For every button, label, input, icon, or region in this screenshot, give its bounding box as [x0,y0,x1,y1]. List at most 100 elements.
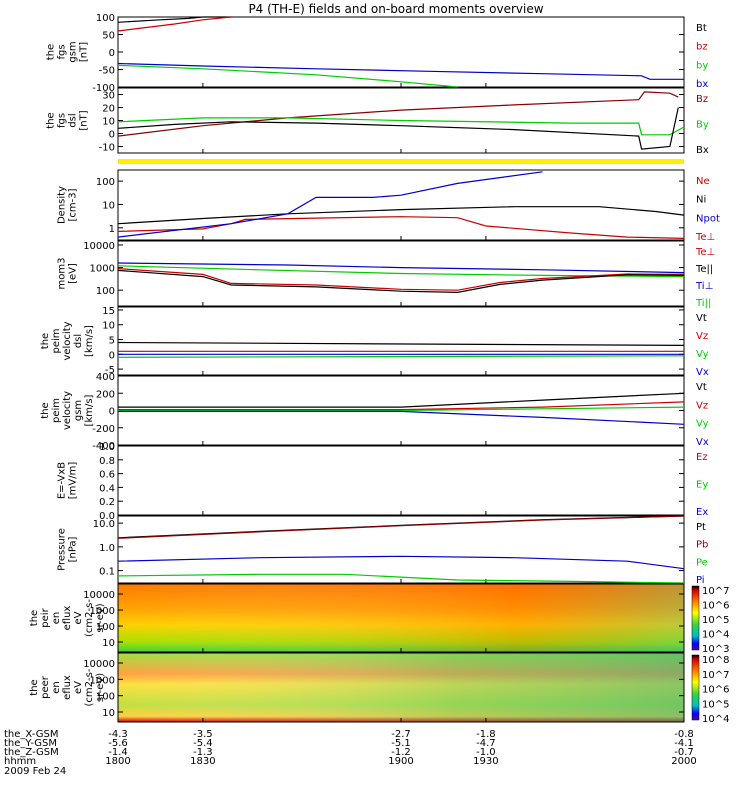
y-axis-label: thepeirenefluxeV(cm2-s-sr-eV) [29,599,106,637]
series-line-Vy [118,406,685,412]
y-axis-label: thepeimvelocitygsm[km/s] [40,391,95,430]
y-axis-label-line: peer [40,675,51,699]
y-tick-label: 0 [109,130,115,141]
series-line-Pe [117,573,685,584]
y-tick-label: 1 [109,224,115,235]
colorbar-label: 10^6 [702,601,729,612]
y-tick-label: 10 [102,708,115,719]
colorbar-label: 10^7 [702,670,729,681]
y-tick-label: 0.1 [99,567,115,578]
series-line-Pb [117,515,685,539]
y-tick-label: 200 [96,389,115,400]
y-axis-label: thepeerenefluxeV(cm2-s-sr-eV) [29,668,106,706]
x-axis-value: 1930 [473,756,498,767]
y-tick-label: 100 [96,692,115,703]
y-axis-label: E=-VxB[mV/m] [57,462,79,500]
figure-title: P4 (TH-E) fields and on-board moments ov… [248,2,543,16]
legend-entry: Te|| [695,264,713,275]
y-tick-label: 10 [102,200,115,211]
y-axis-label: mom3[eV] [57,258,79,290]
y-axis-label-line: (cm2-s- [84,599,95,637]
series-line-Ne [117,216,685,239]
colorbar-label: 10^4 [702,714,729,725]
legend-entry: Ne [696,176,710,187]
y-tick-label: -5 [105,365,115,376]
series-line-Npot [117,171,543,238]
legend-entry: bx [696,79,708,90]
x-axis-labels: the_X-GSM -4.3 -3.5 -2.7 -1.8 -0.8 the_Y-GSM -5… [4,729,697,777]
x-axis-value: -5.4 [193,738,213,749]
legend-entry: Vx [696,367,709,378]
x-axis-value: 1800 [105,756,130,767]
y-tick-label: 10000 [83,659,115,670]
y-tick-label: 400 [96,372,115,383]
y-axis-label-line: [km/s] [84,325,95,357]
series-line-Vy [117,355,685,358]
y-tick-label: 100 [96,622,115,633]
series-line-Pi [117,555,685,570]
y-axis-label-line: the [46,44,57,60]
y-axis-label-line: E=-VxB [57,462,68,499]
y-tick-label: 1000 [90,606,115,617]
panel-3: 100 10 1 Density[cm-3] Ne Ni Npot Te⊥ [57,169,720,243]
legend-entry: Ni [696,195,706,206]
y-axis-label-line: [km/s] [84,394,95,426]
legend-entry: Ti⊥ [695,281,713,292]
series-line-Bx [117,107,679,150]
legend-entry: Te⊥ [695,232,715,243]
x-axis-value: 2000 [671,756,696,767]
colorbar-label: 10^6 [702,685,729,696]
y-tick-label: 0 [109,48,115,59]
x-axis-value: -1.2 [391,747,411,758]
y-tick-label: 100 [96,13,115,24]
panel-8: 10.0 1.0 0.1 Pressure[nPa] Pt Pb Pe Pi [57,515,708,586]
y-axis-label-line: [eV] [68,263,79,284]
y-tick-label: 1.0 [99,442,115,453]
y-tick-label: 50 [102,31,115,42]
y-tick-label: 10 [102,117,115,128]
panel-1: 100 50 0 -50 -100 thefgsgsm[nT] Bt bz by bx [46,13,709,94]
legend-entry: Bx [696,145,709,156]
y-tick-label: 0.0 [99,511,115,522]
y-tick-label: 0 [109,350,115,361]
x-axis-value: -4.1 [674,738,694,749]
x-axis-date: 2009 Feb 24 [4,766,66,777]
y-axis-label-line: [nPa] [68,536,79,562]
y-tick-label: 10 [102,321,115,332]
x-axis-value: -4.7 [476,738,496,749]
y-axis-label-line: eflux [62,606,73,631]
series-line-Vt [117,341,685,346]
y-axis-label-line: (cm2-s- [84,668,95,706]
y-axis-label: thefgsdsl[nT] [46,110,90,130]
colorbar [691,585,700,651]
series-line-Ni [117,206,685,225]
series-line-Vz [118,401,685,411]
legend-entry: Pi [696,575,705,586]
y-tick-label: -100 [92,83,115,94]
legend-entry: Bz [696,94,708,105]
y-axis-label-line: Density [57,186,68,224]
colorbar-label: 10^5 [702,699,729,710]
y-tick-label: 10 [102,638,115,649]
colorbar-label: 10^4 [702,630,729,641]
y-tick-label: 15 [102,306,115,317]
x-axis-row-label: the_X-GSM [4,729,58,740]
legend-entry: Vt [696,313,707,324]
x-axis-value: -5.1 [391,738,411,749]
colorbar-label: 10^7 [702,586,729,597]
legend-entry: Vz [696,331,708,342]
series-line-Bt [117,16,232,23]
legend-entry: Te⊥ [695,247,715,258]
y-axis-label-line: peir [40,607,51,627]
y-axis-label-line: [nT] [79,42,90,62]
y-axis-label-line: dsl [73,334,84,348]
series-line-Bz [117,91,679,137]
y-tick-label: 0.2 [99,497,115,508]
y-axis-label-line: fgs [57,113,68,128]
y-tick-label: -400 [92,441,115,452]
y-axis-label-line: the [40,333,51,349]
x-axis-value: 1900 [388,756,413,767]
y-tick-label: 0 [109,407,115,418]
series-line-Ti⊥ [117,262,685,274]
spectrogram-overlay [118,584,684,652]
